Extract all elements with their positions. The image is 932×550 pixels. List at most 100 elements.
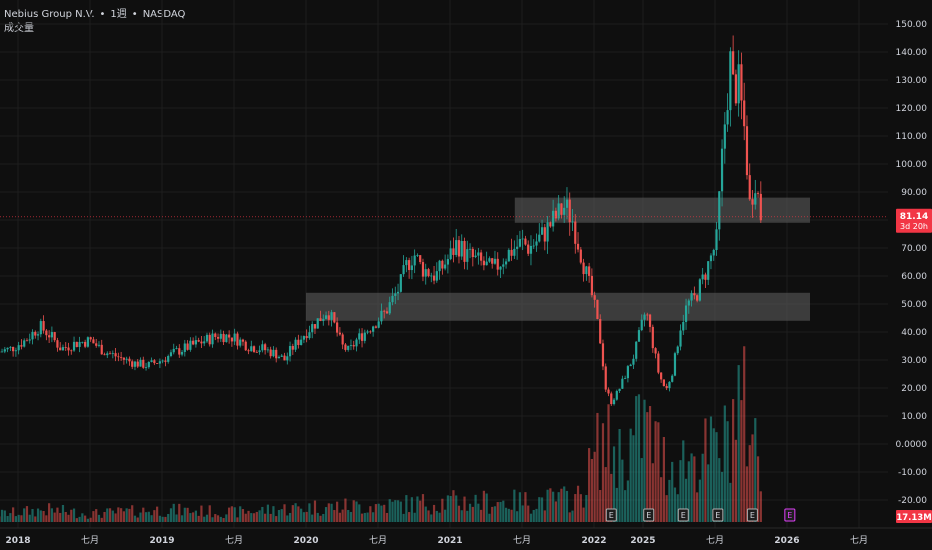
candle[interactable] xyxy=(336,322,339,333)
candle[interactable] xyxy=(70,350,73,352)
candle[interactable] xyxy=(330,312,333,320)
candle[interactable] xyxy=(97,344,101,346)
candle[interactable] xyxy=(380,310,383,322)
candle[interactable] xyxy=(64,347,67,348)
candle[interactable] xyxy=(471,248,474,258)
candle[interactable] xyxy=(410,265,413,271)
candle[interactable] xyxy=(582,262,585,275)
candle[interactable] xyxy=(438,260,441,272)
candle[interactable] xyxy=(266,349,269,351)
candle[interactable] xyxy=(50,332,53,338)
earnings-marker[interactable] xyxy=(605,508,617,522)
candle[interactable] xyxy=(701,274,704,280)
candle[interactable] xyxy=(275,349,278,359)
candle[interactable] xyxy=(477,252,480,256)
candle[interactable] xyxy=(463,241,466,262)
candle[interactable] xyxy=(696,295,699,301)
candle[interactable] xyxy=(28,339,31,341)
candle[interactable] xyxy=(588,266,591,276)
volume-indicator-label[interactable]: 成交量 xyxy=(4,23,34,34)
candle[interactable] xyxy=(147,362,150,368)
candle[interactable] xyxy=(449,248,452,260)
candle[interactable] xyxy=(366,331,369,333)
candle[interactable] xyxy=(485,261,488,266)
candle[interactable] xyxy=(294,339,297,350)
candle[interactable] xyxy=(612,399,616,405)
candle[interactable] xyxy=(264,344,267,351)
candle[interactable] xyxy=(718,191,721,230)
candle[interactable] xyxy=(338,332,341,335)
candle[interactable] xyxy=(635,341,638,359)
candle[interactable] xyxy=(291,346,294,350)
candle[interactable] xyxy=(230,337,233,342)
candle[interactable] xyxy=(341,334,344,345)
candle[interactable] xyxy=(707,261,710,280)
candle[interactable] xyxy=(657,353,660,373)
candle[interactable] xyxy=(496,258,499,270)
candle[interactable] xyxy=(507,249,510,262)
candle[interactable] xyxy=(84,341,87,347)
candle[interactable] xyxy=(444,264,447,269)
candle[interactable] xyxy=(61,347,65,351)
candle[interactable] xyxy=(665,386,668,389)
candle[interactable] xyxy=(715,229,718,251)
candle[interactable] xyxy=(133,361,137,367)
candle[interactable] xyxy=(208,334,211,345)
candle[interactable] xyxy=(405,260,408,266)
candle[interactable] xyxy=(563,207,566,215)
candle[interactable] xyxy=(92,339,95,344)
candle[interactable] xyxy=(203,341,206,344)
candle[interactable] xyxy=(535,241,538,246)
candle[interactable] xyxy=(233,333,236,342)
candle[interactable] xyxy=(668,381,671,389)
candle[interactable] xyxy=(344,344,347,350)
candle[interactable] xyxy=(175,348,178,349)
candle[interactable] xyxy=(261,344,264,351)
candle[interactable] xyxy=(136,361,139,367)
candle[interactable] xyxy=(568,199,571,223)
candle[interactable] xyxy=(167,355,170,362)
candle[interactable] xyxy=(601,343,605,367)
candle[interactable] xyxy=(690,293,693,301)
candle[interactable] xyxy=(693,293,696,296)
candle[interactable] xyxy=(549,222,552,227)
candle[interactable] xyxy=(546,222,549,242)
candle[interactable] xyxy=(327,315,330,320)
candle[interactable] xyxy=(111,353,114,354)
candle[interactable] xyxy=(205,334,209,342)
candle[interactable] xyxy=(424,269,427,277)
candle[interactable] xyxy=(538,234,541,242)
candle[interactable] xyxy=(754,193,757,205)
candle[interactable] xyxy=(734,74,737,104)
candle[interactable] xyxy=(347,345,350,350)
candle[interactable] xyxy=(408,260,411,271)
candle[interactable] xyxy=(48,335,51,338)
candle[interactable] xyxy=(673,353,677,376)
candle[interactable] xyxy=(607,389,610,394)
candle[interactable] xyxy=(236,333,239,346)
candle[interactable] xyxy=(67,347,70,351)
candle[interactable] xyxy=(632,358,635,365)
candle[interactable] xyxy=(756,193,760,195)
candle[interactable] xyxy=(216,336,220,339)
candle[interactable] xyxy=(399,274,402,292)
candle[interactable] xyxy=(441,260,444,269)
candle[interactable] xyxy=(579,249,582,263)
candle[interactable] xyxy=(574,221,577,244)
candle[interactable] xyxy=(186,343,189,350)
candle[interactable] xyxy=(571,221,574,223)
candle[interactable] xyxy=(0,351,4,353)
candle[interactable] xyxy=(34,331,37,336)
candle[interactable] xyxy=(468,248,472,250)
candle[interactable] xyxy=(23,340,26,347)
candle[interactable] xyxy=(732,51,735,75)
candle[interactable] xyxy=(709,255,713,262)
candle[interactable] xyxy=(698,279,701,301)
candle[interactable] xyxy=(660,372,663,380)
candle[interactable] xyxy=(684,305,688,322)
candle[interactable] xyxy=(419,255,422,263)
candle[interactable] xyxy=(654,348,657,354)
candle[interactable] xyxy=(142,359,145,368)
candle[interactable] xyxy=(446,259,449,265)
candle[interactable] xyxy=(211,333,214,345)
